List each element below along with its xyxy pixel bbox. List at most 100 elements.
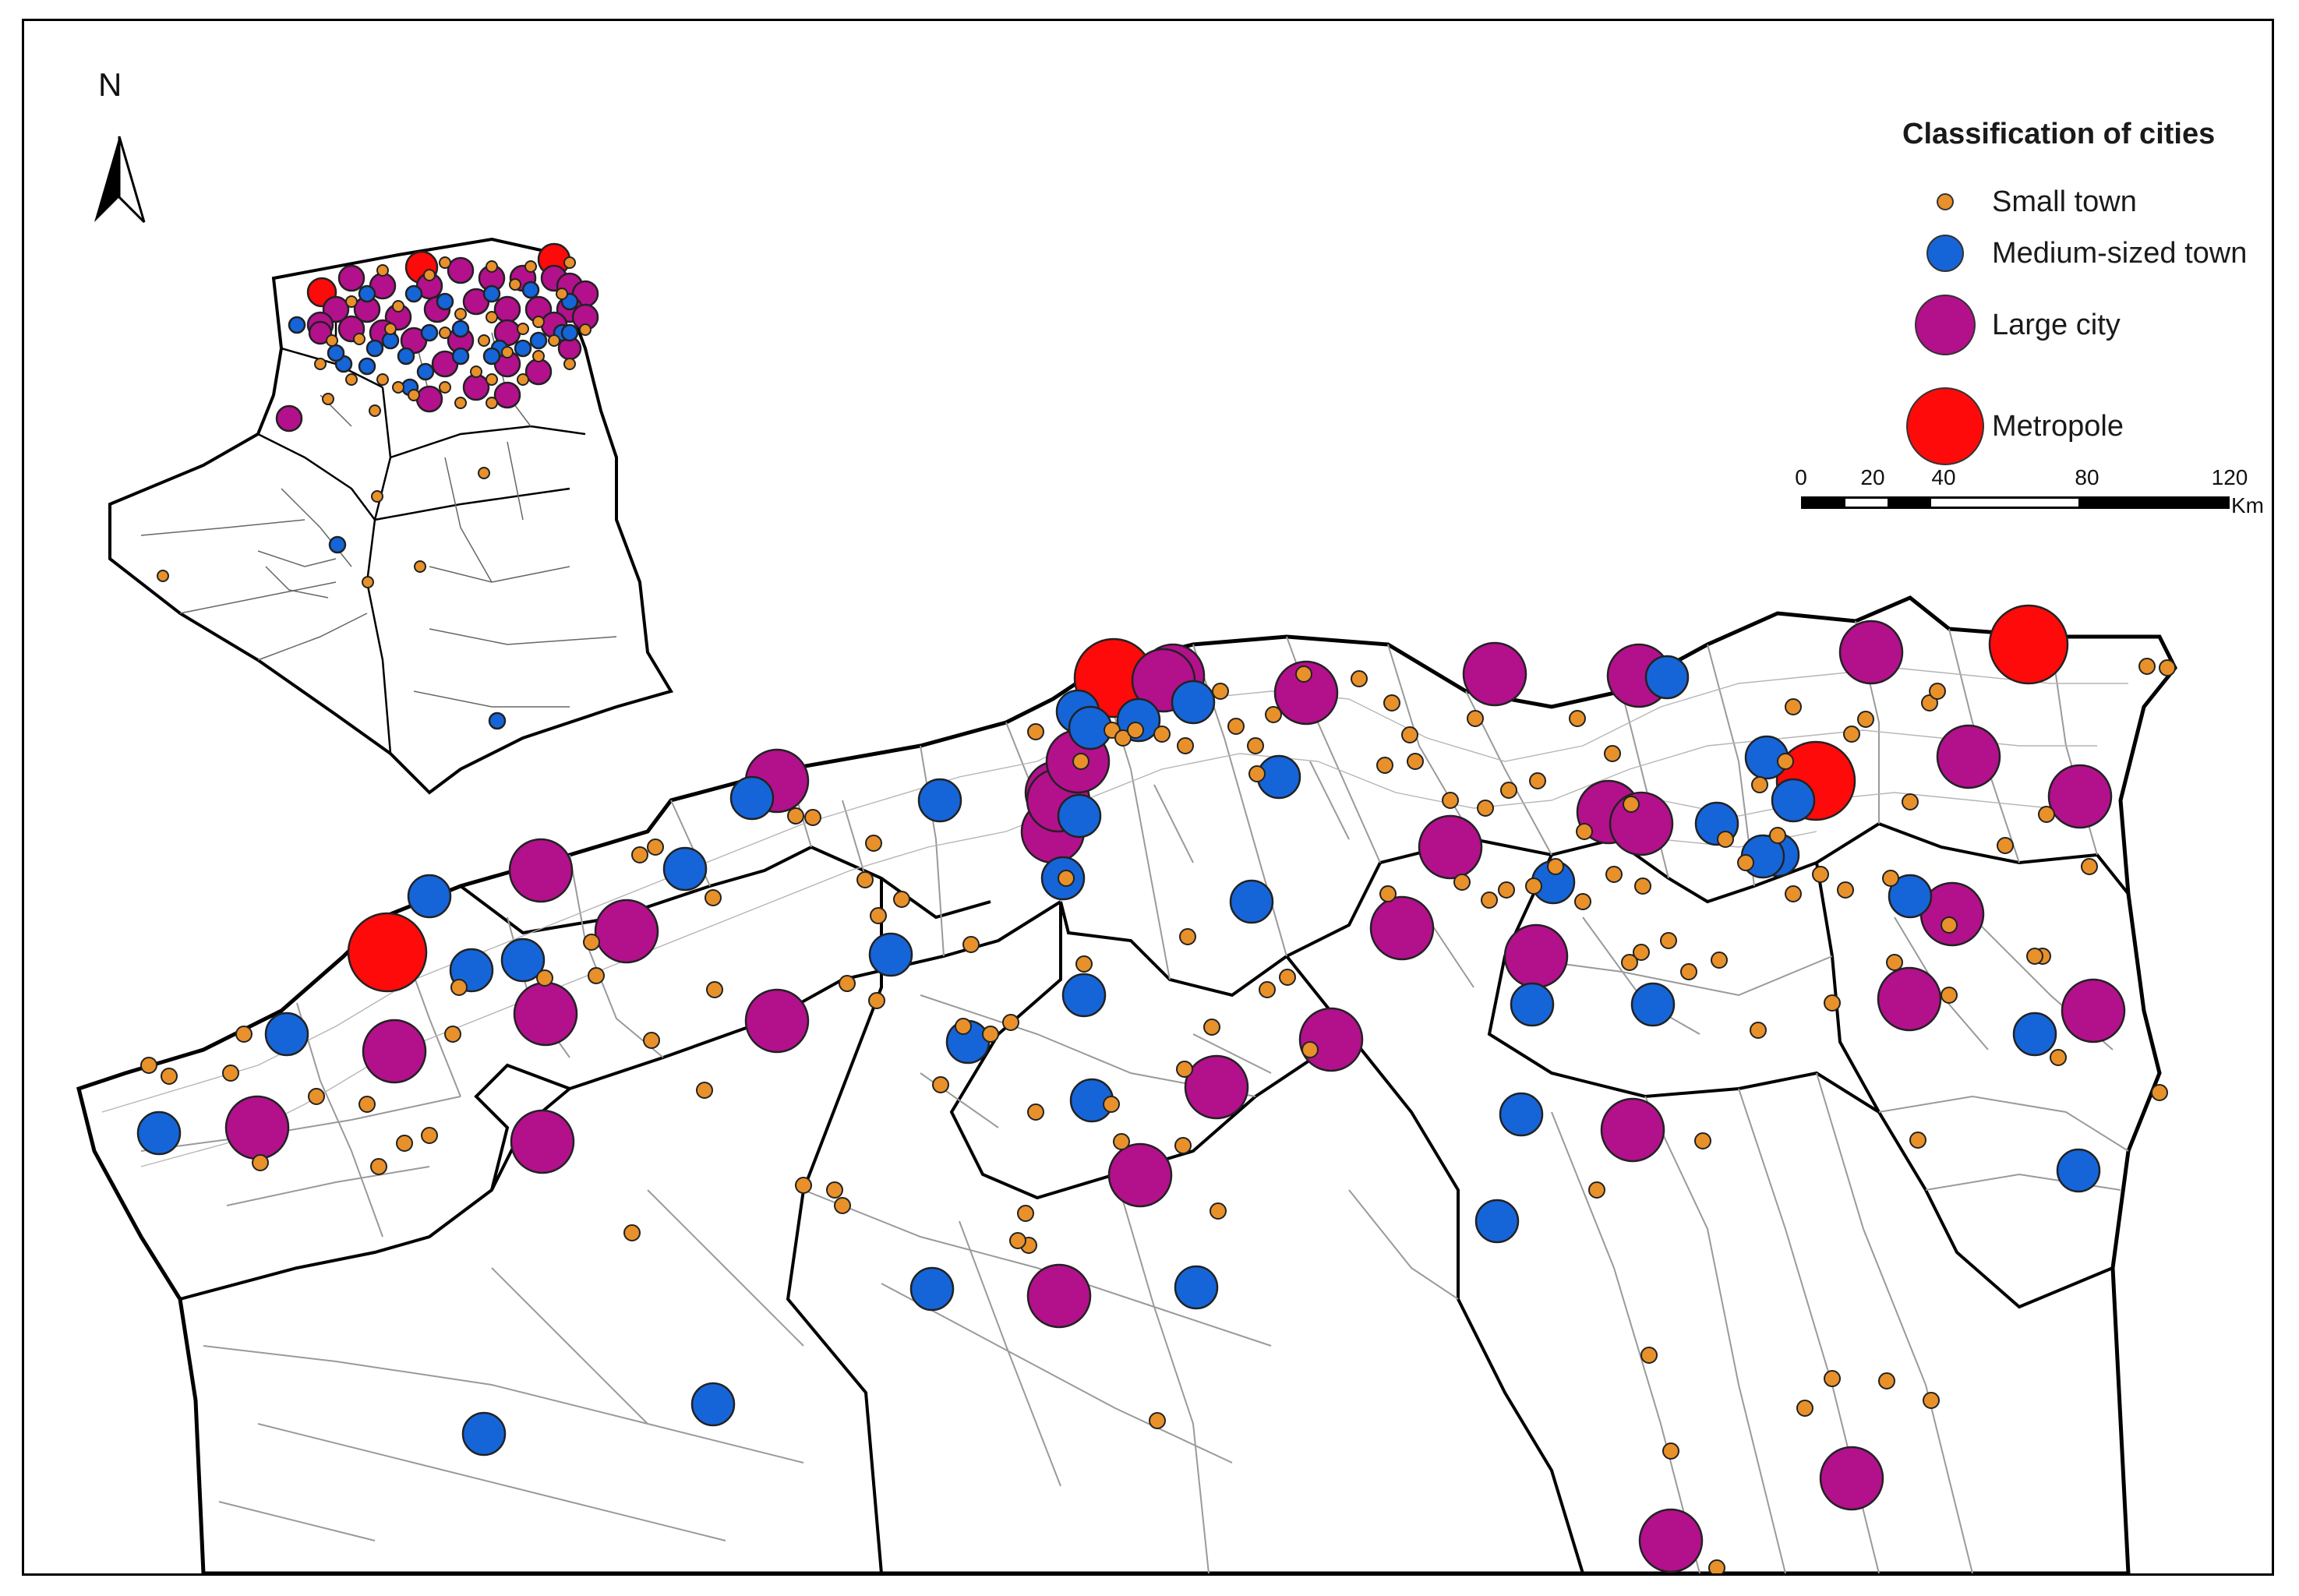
small-town-marker	[1923, 1392, 1940, 1409]
small-town-marker	[1785, 885, 1802, 902]
small-town-marker	[826, 1181, 843, 1199]
large-city-marker	[524, 358, 553, 386]
medium-town-marker	[288, 316, 306, 334]
medium-town-marker	[327, 344, 345, 362]
medium-town-marker	[1499, 1092, 1544, 1137]
inset-city-markers	[157, 242, 599, 730]
medium-town-marker	[136, 1110, 182, 1156]
small-town-marker	[1902, 793, 1919, 810]
small-town-marker	[1247, 737, 1264, 754]
small-town-marker	[1442, 792, 1459, 809]
large-city-marker	[415, 385, 443, 413]
small-town-marker	[478, 467, 490, 479]
small-town-marker	[2151, 1084, 2168, 1101]
small-town-marker	[414, 560, 426, 573]
small-town-marker	[376, 373, 389, 386]
medium-town-marker	[690, 1382, 736, 1427]
large-city-marker	[744, 988, 810, 1054]
small-town-marker	[486, 397, 498, 409]
medium-town-marker	[521, 281, 540, 299]
medium-town-marker	[529, 331, 548, 350]
small-town-marker	[1941, 987, 1958, 1004]
medium-town-marker	[328, 535, 347, 554]
province-border	[1487, 854, 2114, 1309]
medium-town-marker	[488, 711, 507, 730]
scale-tick: 80	[2075, 465, 2099, 489]
north-arrow-icon	[94, 136, 146, 224]
large-city-marker	[1107, 1142, 1173, 1208]
small-town-marker	[1750, 1022, 1767, 1039]
small-town-marker	[1621, 954, 1638, 971]
main-city-markers	[136, 604, 2176, 1573]
medium-town-marker	[451, 347, 470, 365]
small-town-marker	[1525, 877, 1542, 895]
large-city-marker	[1819, 1446, 1884, 1511]
small-town-marker	[1477, 800, 1494, 817]
small-town-marker	[322, 393, 334, 405]
small-town-marker	[1027, 723, 1044, 740]
province-border	[459, 845, 991, 935]
medium-town-marker	[451, 320, 470, 338]
large-city-marker	[594, 899, 659, 964]
small-town-marker	[1376, 757, 1393, 774]
medium-town-marker	[1061, 973, 1107, 1018]
small-town-marker	[439, 381, 451, 394]
small-town-marker	[2081, 858, 2098, 875]
small-town-marker	[1009, 1232, 1026, 1249]
small-town-marker	[856, 871, 874, 888]
small-town-marker	[1149, 1412, 1166, 1429]
legend-symbol-icon	[1898, 193, 1992, 210]
small-town-marker	[1929, 683, 1946, 700]
small-town-marker	[392, 300, 404, 312]
small-town-marker	[1265, 706, 1282, 723]
small-town-marker	[1751, 776, 1768, 793]
small-town-marker	[345, 373, 358, 386]
small-town-marker	[1113, 1133, 1130, 1150]
legend-title: Classification of cities	[1902, 118, 2216, 150]
small-town-marker	[1153, 726, 1171, 743]
small-town-marker	[865, 835, 882, 852]
medium-town-marker	[404, 284, 423, 303]
large-city-marker	[513, 981, 578, 1047]
small-town-marker	[345, 295, 358, 308]
small-town-marker	[1248, 765, 1266, 782]
large-city-marker	[2061, 978, 2126, 1043]
small-town-marker	[1176, 1061, 1193, 1078]
medium-town-marker	[358, 284, 376, 303]
small-town-marker	[1569, 710, 1586, 727]
small-town-marker	[932, 1076, 949, 1093]
small-town-marker	[647, 839, 664, 856]
small-town-marker	[631, 846, 648, 863]
scale-tick: 40	[1931, 465, 1956, 489]
small-town-marker	[643, 1032, 660, 1049]
small-town-marker	[834, 1197, 851, 1214]
large-city-marker	[462, 373, 490, 401]
medium-town-marker	[1630, 982, 1676, 1027]
metropole-marker	[347, 912, 428, 993]
medium-town-marker	[1174, 1265, 1219, 1310]
small-town-marker	[358, 1096, 376, 1113]
small-town-marker	[1812, 866, 1829, 883]
small-town-marker	[326, 334, 338, 347]
medium-town-marker	[1474, 1199, 1520, 1244]
small-town-marker	[1843, 726, 1860, 743]
large-city-marker	[1369, 895, 1435, 961]
medium-town-marker	[1771, 778, 1816, 823]
province-border	[949, 902, 1351, 1200]
small-town-marker	[235, 1026, 253, 1043]
large-city-marker	[308, 320, 333, 345]
legend-symbol-icon	[1898, 387, 1992, 465]
small-town-marker	[868, 992, 885, 1009]
medium-town-marker	[1229, 879, 1274, 924]
small-town-marker	[362, 576, 374, 588]
medium-town-marker	[917, 778, 962, 823]
small-town-marker	[1379, 885, 1397, 902]
medium-town-marker	[1510, 982, 1555, 1027]
small-town-marker	[1383, 694, 1400, 711]
small-town-marker	[1002, 1014, 1019, 1031]
map-canvas	[76, 237, 2177, 1573]
small-town-marker	[2159, 659, 2176, 676]
small-town-marker	[1498, 881, 1515, 899]
small-town-marker	[982, 1026, 999, 1043]
small-town-marker	[1785, 698, 1802, 715]
